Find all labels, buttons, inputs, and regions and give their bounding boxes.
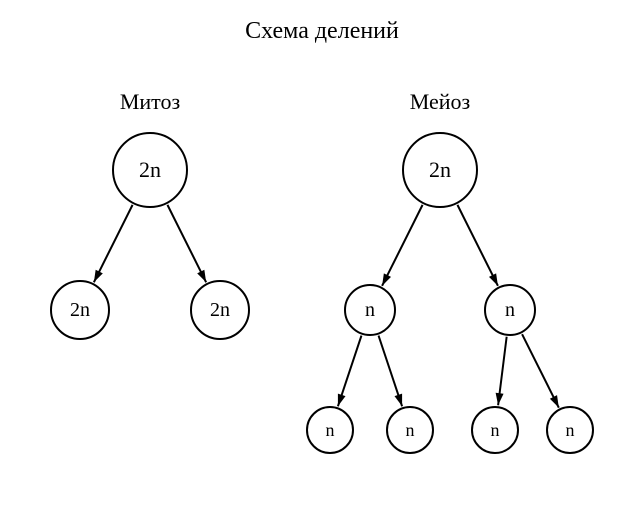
node-label: 2n xyxy=(210,299,230,322)
node-label: 2n xyxy=(139,157,161,183)
mitosis-node: 2n xyxy=(112,132,188,208)
node-label: 2n xyxy=(429,157,451,183)
diagram-title: Схема делений xyxy=(172,18,472,45)
node-label: n xyxy=(491,420,500,441)
node-label: n xyxy=(365,299,375,322)
mitosis-label: Митоз xyxy=(50,89,250,115)
node-label: n xyxy=(406,420,415,441)
meiosis-node: 2n xyxy=(402,132,478,208)
meiosis-node: n xyxy=(471,406,519,454)
meiosis-node: n xyxy=(484,284,536,336)
meiosis-node: n xyxy=(344,284,396,336)
meiosis-node: n xyxy=(546,406,594,454)
node-label: n xyxy=(326,420,335,441)
mitosis-node: 2n xyxy=(190,280,250,340)
meiosis-node: n xyxy=(306,406,354,454)
node-label: n xyxy=(566,420,575,441)
node-label: 2n xyxy=(70,299,90,322)
meiosis-node: n xyxy=(386,406,434,454)
node-label: n xyxy=(505,299,515,322)
meiosis-label: Мейоз xyxy=(340,89,540,115)
mitosis-node: 2n xyxy=(50,280,110,340)
